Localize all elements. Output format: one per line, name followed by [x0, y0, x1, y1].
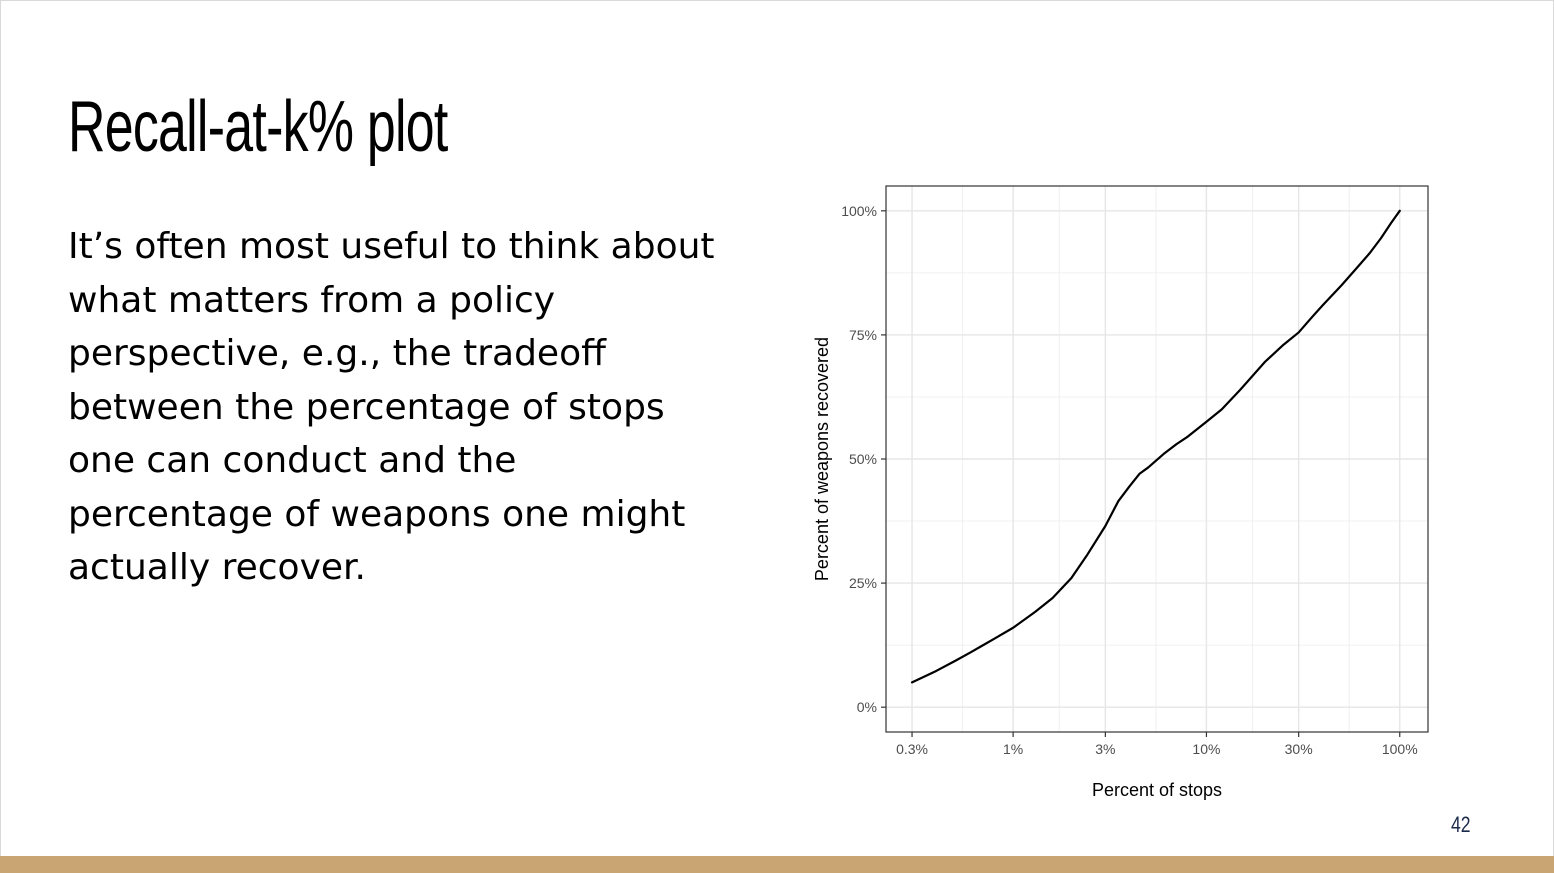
x-axis-ticks: 0.3% 1% 3% 10% 30% 100% [896, 732, 1418, 757]
recall-curve-line [910, 209, 1401, 684]
slide-body-text: It’s often most useful to think about wh… [68, 226, 715, 588]
x-tick-label: 100% [1382, 741, 1418, 757]
grid-major-lines [886, 186, 1428, 732]
x-tick-label: 1% [1003, 741, 1023, 757]
page-number: 42 [1451, 812, 1471, 837]
y-axis-title: Percent of weapons recovered [812, 337, 832, 581]
series-layer [910, 209, 1401, 684]
slide-title: Recall-at-k% plot [68, 87, 448, 167]
y-axis-ticks: 0% 25% 50% 75% 100% [841, 203, 886, 715]
y-tick-label: 50% [849, 451, 877, 467]
y-tick-label: 75% [849, 327, 877, 343]
x-axis-title: Percent of stops [1092, 780, 1222, 800]
x-tick-label: 10% [1192, 741, 1220, 757]
y-tick-label: 100% [841, 203, 877, 219]
recall-chart: 0.3% 1% 3% 10% 30% 100% 0% 25% 50% 75% 100% Perce… [812, 185, 1429, 800]
x-tick-label: 3% [1095, 741, 1115, 757]
footer-accent-bar [0, 856, 1554, 873]
y-tick-label: 25% [849, 575, 877, 591]
y-tick-label: 0% [857, 699, 877, 715]
x-tick-label: 30% [1285, 741, 1313, 757]
x-tick-label: 0.3% [896, 741, 928, 757]
